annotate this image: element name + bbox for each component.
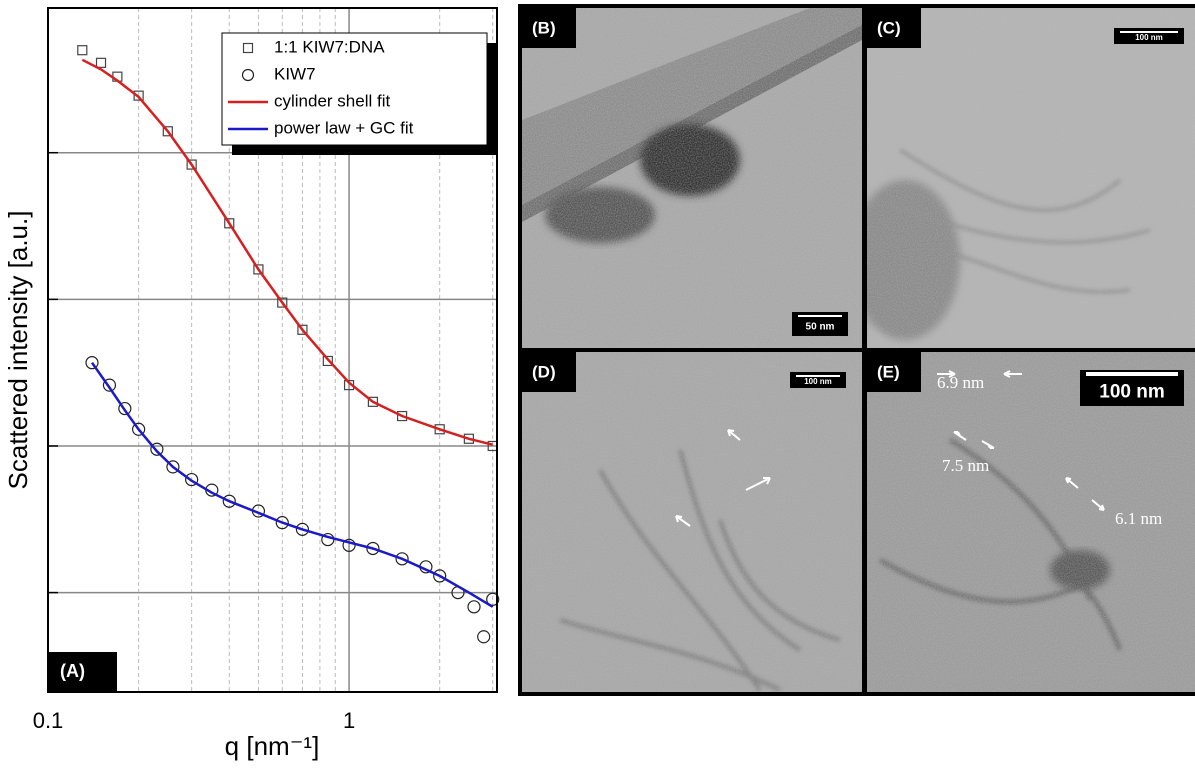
tem-image-c: [850, 8, 1195, 348]
panel-label: (D): [532, 362, 556, 381]
y-axis-label: Scattered intensity [a.u.]: [3, 211, 33, 490]
panel-label: (C): [877, 18, 901, 37]
page: {"chart_data": {"type": "scatter", "pane…: [0, 0, 1195, 769]
panel-label: (B): [532, 18, 556, 37]
scale-bar-label: 100 nm: [1135, 33, 1163, 42]
legend-label: 1:1 KIW7:DNA: [274, 37, 385, 56]
panel-label: (A): [60, 661, 85, 681]
scale-bar-label: 50 nm: [806, 322, 835, 333]
x-tick-label: 0.1: [33, 708, 64, 733]
panel-label: (E): [877, 362, 900, 381]
figure: 0.1 1 q [nm⁻¹] Scattered intensity [a.u.] 1:…: [0, 0, 1195, 769]
tem-image-b: [522, 8, 862, 348]
scale-bar-label: 100 nm: [804, 377, 832, 386]
legend-label: cylinder shell fit: [274, 91, 390, 110]
x-tick-label: 1: [343, 708, 355, 733]
legend-label: KIW7: [274, 64, 316, 83]
x-axis-label: q [nm⁻¹]: [225, 731, 320, 761]
size-annotation: 6.9 nm: [937, 373, 984, 392]
tem-image-d: [522, 352, 862, 692]
size-annotation: 7.5 nm: [942, 456, 989, 475]
scale-bar-label: 100 nm: [1099, 381, 1164, 402]
legend-label: power law + GC fit: [274, 118, 414, 137]
size-annotation: 6.1 nm: [1115, 509, 1162, 528]
